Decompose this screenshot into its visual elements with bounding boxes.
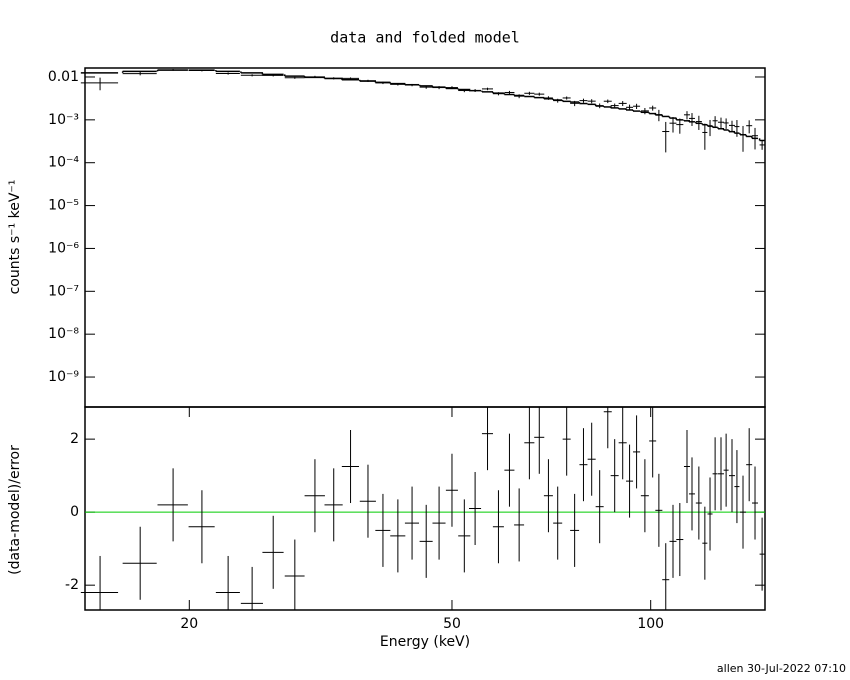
y-tick-label: 10⁻³: [48, 112, 79, 128]
x-axis-label: Energy (keV): [380, 634, 470, 650]
x-tick-label: 50: [443, 616, 461, 632]
plot-frame: [84, 406, 766, 611]
plot-frame: [84, 67, 766, 408]
footer: allen 30-Jul-2022 07:10: [717, 662, 846, 675]
x-tick-label: 20: [180, 616, 198, 632]
y-tick-label: 10⁻⁷: [48, 283, 79, 299]
y-tick-label: 10⁻⁴: [48, 155, 79, 171]
y-tick-label: 10⁻⁵: [48, 198, 79, 214]
x-tick-label: 100: [637, 616, 664, 632]
chart-title: data and folded model: [330, 29, 520, 47]
y-tick-label: -2: [65, 577, 79, 593]
y-axis-label: (data-model)/error: [7, 445, 23, 575]
y-axis-label: counts s⁻¹ keV⁻¹: [7, 180, 23, 295]
y-tick-label: 0.01: [48, 69, 79, 85]
y-tick-label: 10⁻⁹: [48, 369, 79, 385]
y-tick-label: 10⁻⁸: [48, 326, 79, 342]
y-tick-label: 2: [70, 431, 79, 447]
y-tick-label: 0: [70, 504, 79, 520]
y-tick-label: 10⁻⁶: [48, 240, 79, 256]
